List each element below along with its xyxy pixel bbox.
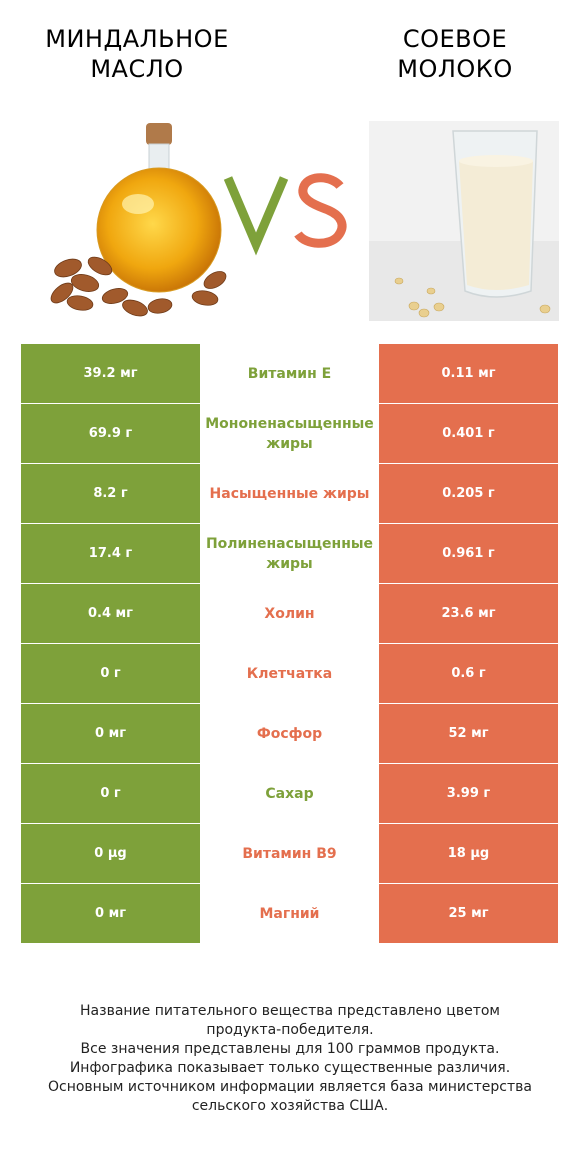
soy-milk-image — [369, 121, 559, 321]
nutrient-name-text: Полиненасыщенные жиры — [205, 535, 374, 572]
right-product-title: СОЕВОЕ МОЛОКО — [325, 24, 580, 84]
right-value: 0.961 г — [379, 524, 558, 583]
left-value: 0 г — [21, 644, 200, 703]
table-row: 0.4 мг Холин 23.6 мг — [21, 584, 558, 644]
left-value: 17.4 г — [21, 524, 200, 583]
left-value: 8.2 г — [21, 464, 200, 523]
row-divider — [21, 763, 558, 764]
left-title-line1: МИНДАЛЬНОЕ — [45, 25, 229, 53]
row-divider — [21, 943, 558, 944]
table-row: 0 г Клетчатка 0.6 г — [21, 644, 558, 704]
row-divider — [21, 403, 558, 404]
comparison-table: 39.2 мг Витамин E 0.11 мг 69.9 г Мононенасыщ… — [21, 344, 558, 944]
right-value: 3.99 г — [379, 764, 558, 823]
nutrient-name-text: Магний — [259, 905, 320, 922]
nutrient-name: Витамин B9 — [200, 824, 379, 883]
nutrient-name-text: Фосфор — [256, 725, 323, 742]
table-row: 69.9 г Мононенасыщенные жиры 0.401 г — [21, 404, 558, 464]
left-value: 0.4 мг — [21, 584, 200, 643]
footer-line: Инфографика показывает только существенн… — [69, 1060, 511, 1076]
right-title-line1: СОЕВОЕ — [402, 25, 508, 53]
left-product-title: МИНДАЛЬНОЕ МАСЛО — [7, 24, 267, 84]
right-value: 0.11 мг — [379, 344, 558, 403]
footer-note: Название питательного вещества представл… — [20, 1002, 560, 1116]
table-row: 0 г Сахар 3.99 г — [21, 764, 558, 824]
left-value: 69.9 г — [21, 404, 200, 463]
nutrient-name: Насыщенные жиры — [200, 464, 379, 523]
table-row: 39.2 мг Витамин E 0.11 мг — [21, 344, 558, 404]
nutrient-name: Мононенасыщенные жиры — [200, 404, 379, 463]
nutrient-name: Холин — [200, 584, 379, 643]
nutrient-name: Полиненасыщенные жиры — [200, 524, 379, 583]
nutrient-name-text: Холин — [264, 605, 315, 622]
right-value: 0.205 г — [379, 464, 558, 523]
nutrient-name: Сахар — [200, 764, 379, 823]
left-value: 0 мг — [21, 884, 200, 943]
nutrient-name-text: Клетчатка — [246, 665, 333, 682]
right-value: 52 мг — [379, 704, 558, 763]
table-row: 0 мг Фосфор 52 мг — [21, 704, 558, 764]
right-value: 0.401 г — [379, 404, 558, 463]
right-value: 23.6 мг — [379, 584, 558, 643]
right-value: 25 мг — [379, 884, 558, 943]
nutrient-name: Витамин E — [200, 344, 379, 403]
nutrient-name: Клетчатка — [200, 644, 379, 703]
right-value: 18 µg — [379, 824, 558, 883]
table-row: 17.4 г Полиненасыщенные жиры 0.961 г — [21, 524, 558, 584]
left-title-line2: МАСЛО — [90, 55, 184, 83]
nutrient-name: Магний — [200, 884, 379, 943]
row-divider — [21, 823, 558, 824]
footer-line: продукта-победителя. — [206, 1022, 374, 1038]
right-value: 0.6 г — [379, 644, 558, 703]
nutrient-name-text: Сахар — [265, 785, 314, 802]
nutrient-name-text: Мононенасыщенные жиры — [205, 415, 374, 452]
footer-line: сельского хозяйства США. — [191, 1098, 389, 1114]
left-value: 0 г — [21, 764, 200, 823]
row-divider — [21, 523, 558, 524]
row-divider — [21, 583, 558, 584]
row-divider — [21, 703, 558, 704]
table-row: 0 µg Витамин B9 18 µg — [21, 824, 558, 884]
vs-label — [223, 173, 347, 256]
left-value: 0 µg — [21, 824, 200, 883]
row-divider — [21, 643, 558, 644]
row-divider — [21, 463, 558, 464]
left-value: 0 мг — [21, 704, 200, 763]
nutrient-name-text: Насыщенные жиры — [209, 485, 370, 502]
footer-line: Название питательного вещества представл… — [80, 1003, 500, 1019]
footer-line: Основным источником информации является … — [48, 1079, 532, 1095]
nutrient-name: Фосфор — [200, 704, 379, 763]
right-title-line2: МОЛОКО — [397, 55, 513, 83]
almond-oil-image — [50, 123, 227, 317]
nutrient-name-text: Витамин E — [247, 365, 332, 382]
row-divider — [21, 883, 558, 884]
nutrient-name-text: Витамин B9 — [242, 845, 337, 862]
left-value: 39.2 мг — [21, 344, 200, 403]
footer-line: Все значения представлены для 100 граммо… — [80, 1041, 500, 1057]
table-row: 8.2 г Насыщенные жиры 0.205 г — [21, 464, 558, 524]
table-row: 0 мг Магний 25 мг — [21, 884, 558, 944]
